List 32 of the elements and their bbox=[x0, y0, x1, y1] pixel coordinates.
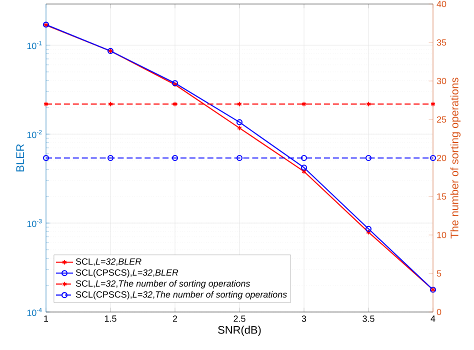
y-axis-title: BLER bbox=[16, 144, 24, 172]
x-tick-label: 1.5 bbox=[104, 316, 116, 322]
x-tick-label: 4 bbox=[430, 316, 436, 322]
x-tick-label: 2 bbox=[172, 316, 178, 322]
legend-label: SCL,L=32,The number of sorting operations bbox=[76, 280, 250, 288]
y2-tick-label: 20 bbox=[436, 154, 446, 162]
y-tick-label: 10$^{-4}$ bbox=[27, 308, 42, 316]
point bbox=[236, 119, 243, 126]
legend-label: SCL(CPSCS),L=32,BLER bbox=[76, 269, 178, 278]
point bbox=[300, 164, 308, 171]
x-tick-label: 1 bbox=[44, 316, 48, 322]
legend-label: SCL(CPSCS),L=32,The number of sorting operations bbox=[76, 291, 287, 300]
y2-tick-label: 40 bbox=[436, 0, 446, 8]
y2-tick-label: 30 bbox=[436, 78, 446, 84]
point bbox=[365, 226, 372, 232]
y2-tick-label: 35 bbox=[436, 39, 446, 46]
y-tick-label: 10$^{-2}$ bbox=[27, 130, 42, 138]
y-tick-label: 10$^{-1}$ bbox=[27, 41, 42, 50]
x-tick-label: 2.5 bbox=[234, 316, 246, 322]
y2-tick-label: 0 bbox=[436, 308, 442, 316]
y2-tick-label: 25 bbox=[436, 116, 446, 123]
x-axis-title: SNR(dB) bbox=[218, 326, 261, 336]
y2-tick-label: 5 bbox=[436, 270, 442, 277]
y2-tick-label: 15 bbox=[437, 193, 446, 200]
y2-tick-label: 10 bbox=[437, 232, 446, 238]
y2-axis-title: The number of sorting operations bbox=[450, 78, 461, 238]
point bbox=[302, 168, 306, 174]
y-tick-label: 10$^{-3}$ bbox=[27, 219, 42, 228]
x-tick-label: 3.5 bbox=[362, 316, 374, 322]
x-tick-label: 3 bbox=[302, 316, 306, 322]
legend-label: SCL,L=32,BLER bbox=[76, 258, 142, 266]
point bbox=[237, 125, 242, 131]
